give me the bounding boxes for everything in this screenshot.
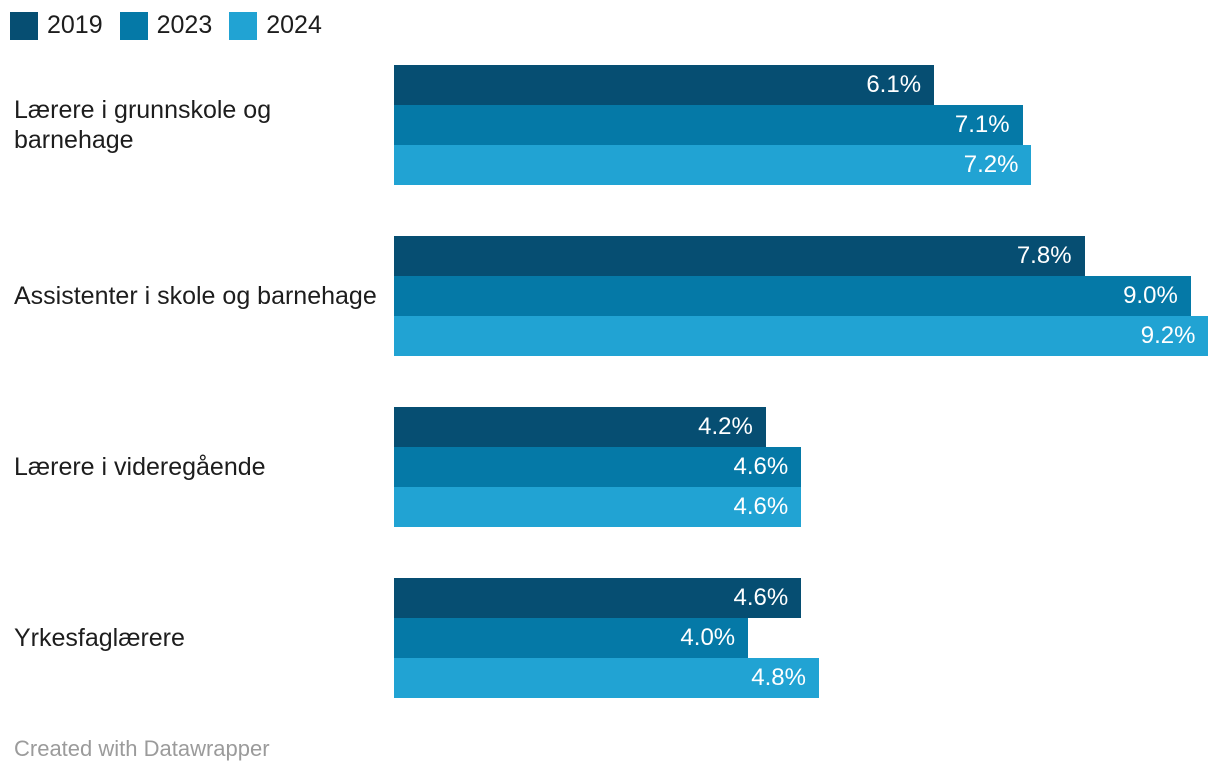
bar-2019[interactable]: 6.1% — [394, 65, 935, 105]
value-label: 4.6% — [733, 453, 789, 480]
bar-2024[interactable]: 7.2% — [394, 145, 1032, 185]
category-label: Lærere i videregående — [14, 453, 266, 481]
bars-stack: 6.1% 7.1% 7.2% — [394, 65, 1220, 185]
bar-2019[interactable]: 4.6% — [394, 578, 802, 618]
bar-group: Lærere i videregående 4.2% 4.6% 4.6% — [0, 407, 1220, 527]
legend-item-2024[interactable]: 2024 — [229, 11, 322, 40]
bar-2024[interactable]: 4.8% — [394, 658, 819, 698]
datawrapper-credit: Created with Datawrapper — [14, 736, 270, 761]
bar-group: Assistenter i skole og barnehage 7.8% 9.0%… — [0, 236, 1220, 356]
legend-swatch-icon — [119, 11, 148, 40]
bar-groups: Lærere i grunnskole og barnehage 6.1% 7.1%… — [0, 65, 1220, 698]
bars-stack: 7.8% 9.0% 9.2% — [394, 236, 1220, 356]
bars-stack: 4.2% 4.6% 4.6% — [394, 407, 1220, 527]
bar-group: Lærere i grunnskole og barnehage 6.1% 7.1%… — [0, 65, 1220, 185]
bars-stack: 4.6% 4.0% 4.8% — [394, 578, 1220, 698]
value-label: 4.6% — [733, 584, 789, 611]
legend-swatch-icon — [10, 11, 38, 40]
value-label: 6.1% — [866, 71, 922, 98]
bar-2023[interactable]: 7.1% — [394, 105, 1023, 145]
legend-item-2019[interactable]: 2019 — [10, 11, 103, 40]
bar-2019[interactable]: 4.2% — [394, 407, 766, 447]
bar-2023[interactable]: 9.0% — [394, 276, 1191, 316]
value-label: 9.0% — [1123, 282, 1178, 309]
value-label: 4.0% — [680, 624, 736, 651]
value-label: 4.2% — [698, 413, 753, 440]
value-label: 4.8% — [751, 664, 806, 691]
legend-label: 2019 — [47, 11, 103, 39]
category-label: Yrkesfaglærere — [14, 624, 185, 652]
bar-group: Yrkesfaglærere 4.6% 4.0% 4.8% — [0, 578, 1220, 698]
legend-item-2023[interactable]: 2023 — [119, 11, 213, 40]
legend: 2019 2023 2024 — [10, 11, 1220, 40]
category-label: Assistenter i skole og barnehage — [14, 282, 377, 310]
legend-label: 2023 — [156, 11, 213, 39]
bar-2024[interactable]: 9.2% — [394, 316, 1209, 356]
legend-label: 2024 — [266, 11, 322, 39]
bar-2023[interactable]: 4.6% — [394, 447, 802, 487]
value-label: 7.1% — [954, 111, 1010, 138]
value-label: 7.8% — [1016, 242, 1072, 269]
bar-2024[interactable]: 4.6% — [394, 487, 802, 527]
value-label: 7.2% — [963, 151, 1019, 178]
value-label: 9.2% — [1140, 322, 1196, 349]
bar-2023[interactable]: 4.0% — [394, 618, 749, 658]
legend-swatch-icon — [229, 11, 258, 40]
bar-2019[interactable]: 7.8% — [394, 236, 1085, 276]
value-label: 4.6% — [733, 493, 789, 520]
category-label: Lærere i grunnskole og barnehage — [14, 96, 272, 154]
